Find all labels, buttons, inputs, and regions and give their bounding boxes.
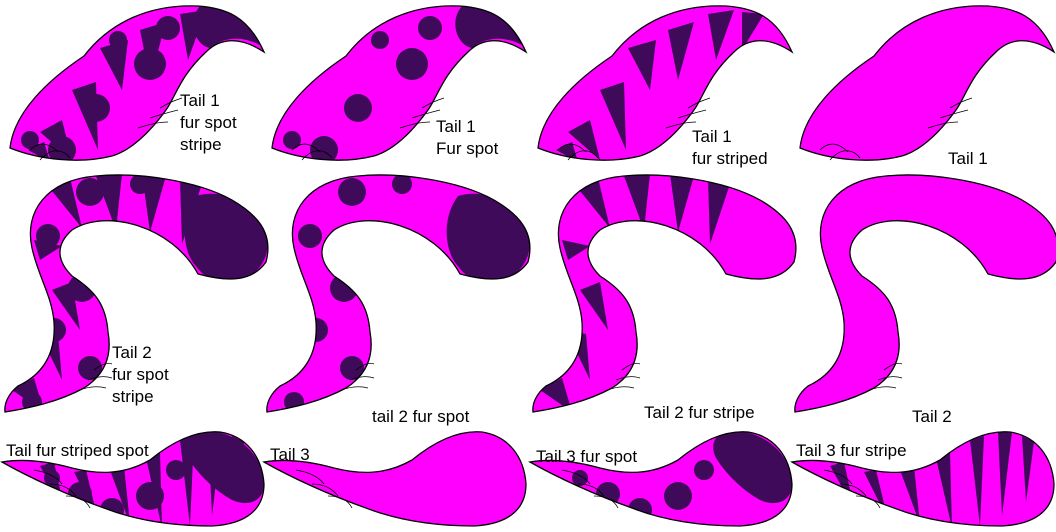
label-tail1-spot-stripe: Tail 1 fur spot stripe bbox=[180, 91, 237, 154]
label-tail2-plain: Tail 2 bbox=[912, 407, 952, 426]
label-tail3-striped-spot: Tail fur striped spot bbox=[6, 441, 149, 460]
label-tail1-plain: Tail 1 bbox=[948, 149, 988, 168]
label-tail2-spot: tail 2 fur spot bbox=[372, 407, 470, 426]
label-tail1-striped: Tail 1 fur striped bbox=[692, 127, 768, 168]
label-tail3-spot: Tail 3 fur spot bbox=[536, 447, 638, 466]
label-tail3-plain: Tail 3 bbox=[270, 445, 310, 464]
label-tail2-spot-stripe: Tail 2 fur spot stripe bbox=[112, 343, 169, 406]
label-tail3-stripe: Tail 3 fur stripe bbox=[796, 441, 907, 460]
label-tail2-stripe: Tail 2 fur stripe bbox=[644, 403, 755, 422]
label-tail1-spot: Tail 1 Fur spot bbox=[436, 117, 499, 158]
